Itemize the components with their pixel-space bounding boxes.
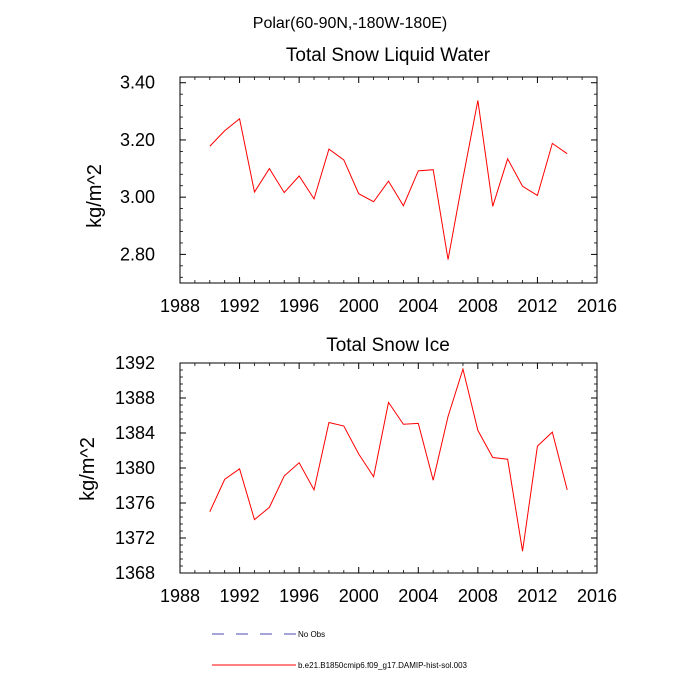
legend-model-label: b.e21.B1850cmip6.f09_g17.DAMIP-hist-sol.… <box>298 661 468 670</box>
liquid-water-x-tick-label: 2012 <box>517 296 557 316</box>
snow-ice-x-tick-label: 2000 <box>339 586 379 606</box>
snow-ice-y-tick-label: 1368 <box>115 563 155 583</box>
liquid-water-x-tick-label: 2008 <box>458 296 498 316</box>
snow-ice-x-tick-label: 1992 <box>220 586 260 606</box>
liquid-water-plot-frame <box>179 76 598 284</box>
liquid-water-y-tick-label: 3.40 <box>120 73 155 93</box>
liquid-water-y-axis-label: kg/m^2 <box>84 164 106 228</box>
snow-ice-y-tick-label: 1376 <box>115 493 155 513</box>
figure-title: Polar(60-90N,-180W-180E) <box>253 15 447 32</box>
snow-ice-x-tick-label: 2016 <box>577 586 617 606</box>
snow-ice-y-tick-label: 1388 <box>115 388 155 408</box>
liquid-water-x-tick-label: 2000 <box>339 296 379 316</box>
snow-ice-panel: Total Snow Ice kg/m^2 1988 1992 1996 2000 20… <box>77 335 617 606</box>
snow-ice-y-axis-label: kg/m^2 <box>77 437 99 501</box>
legend-no-obs-label: No Obs <box>298 630 325 639</box>
legend: No Obs b.e21.B1850cmip6.f09_g17.DAMIP-hi… <box>212 630 468 670</box>
liquid-water-x-tick-label: 1996 <box>279 296 319 316</box>
liquid-water-series-line <box>209 100 568 260</box>
snow-ice-x-tick-label: 2004 <box>398 586 438 606</box>
snow-ice-x-tick-label: 1988 <box>160 586 200 606</box>
liquid-water-x-tick-label: 2004 <box>398 296 438 316</box>
snow-ice-x-tick-label: 1996 <box>279 586 319 606</box>
liquid-water-title: Total Snow Liquid Water <box>286 45 491 66</box>
snow-ice-series-line <box>209 367 568 552</box>
snow-ice-x-tick-label: 2008 <box>458 586 498 606</box>
snow-ice-title: Total Snow Ice <box>326 335 450 356</box>
liquid-water-x-tick-label: 1992 <box>220 296 260 316</box>
liquid-water-x-tick-label: 2016 <box>577 296 617 316</box>
snow-ice-y-tick-label: 1380 <box>115 458 155 478</box>
snow-ice-y-tick-label: 1384 <box>115 423 155 443</box>
snow-ice-x-tick-label: 2012 <box>517 586 557 606</box>
liquid-water-x-tick-label: 1988 <box>160 296 200 316</box>
liquid-water-panel: Total Snow Liquid Water kg/m^2 1988 1992 1… <box>84 45 617 316</box>
snow-ice-y-tick-label: 1372 <box>115 528 155 548</box>
snow-ice-y-tick-label: 1392 <box>115 353 155 373</box>
liquid-water-y-tick-label: 3.00 <box>120 187 155 207</box>
liquid-water-y-tick-label: 2.80 <box>120 244 155 264</box>
liquid-water-y-tick-label: 3.20 <box>120 130 155 150</box>
